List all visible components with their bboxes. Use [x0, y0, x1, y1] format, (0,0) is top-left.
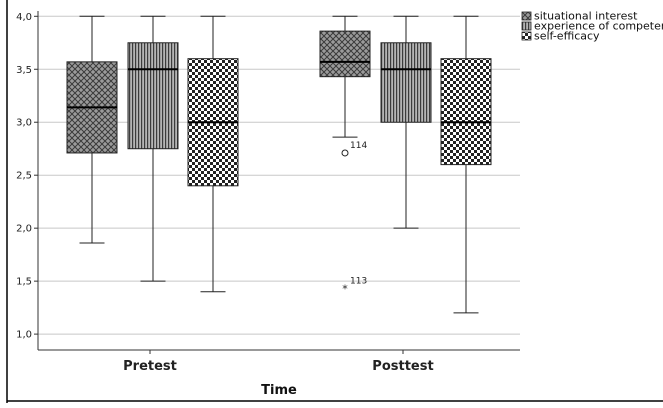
- outlier-label: 114: [350, 141, 367, 151]
- box-vertical-stripes: [127, 15, 179, 282]
- legend-swatch: [521, 21, 532, 31]
- legend-swatch: [521, 11, 532, 21]
- y-tick-label: 4,0: [16, 12, 32, 23]
- box-crosshatch: [66, 15, 118, 244]
- x-category-label: Pretest: [123, 359, 177, 374]
- y-tick-label: 2,0: [16, 224, 32, 235]
- legend-swatch: [521, 31, 532, 41]
- y-tick-label: 3,0: [16, 118, 32, 129]
- box-iqr: [380, 42, 432, 123]
- box-iqr: [319, 30, 371, 78]
- legend-label: situational interest: [534, 10, 638, 23]
- box-checkerboard: [187, 15, 239, 293]
- y-tick-label: 2,5: [16, 171, 32, 182]
- box-iqr: [127, 42, 179, 150]
- x-axis-title: Time: [261, 383, 297, 398]
- x-category-label: Posttest: [372, 359, 433, 374]
- box-iqr: [440, 58, 492, 166]
- y-tick-label: 1,0: [16, 330, 32, 341]
- legend-label: experience of competence: [534, 20, 663, 33]
- box-crosshatch: [319, 15, 371, 138]
- outlier-label: 113: [350, 277, 367, 287]
- outlier-star: *: [342, 283, 348, 296]
- box-vertical-stripes: [380, 15, 432, 229]
- legend-label: self-efficacy: [534, 30, 600, 43]
- y-tick-label: 3,5: [16, 65, 32, 76]
- box-checkerboard: [440, 15, 492, 314]
- outlier-circle: [341, 149, 349, 157]
- y-tick-label: 1,5: [16, 277, 32, 288]
